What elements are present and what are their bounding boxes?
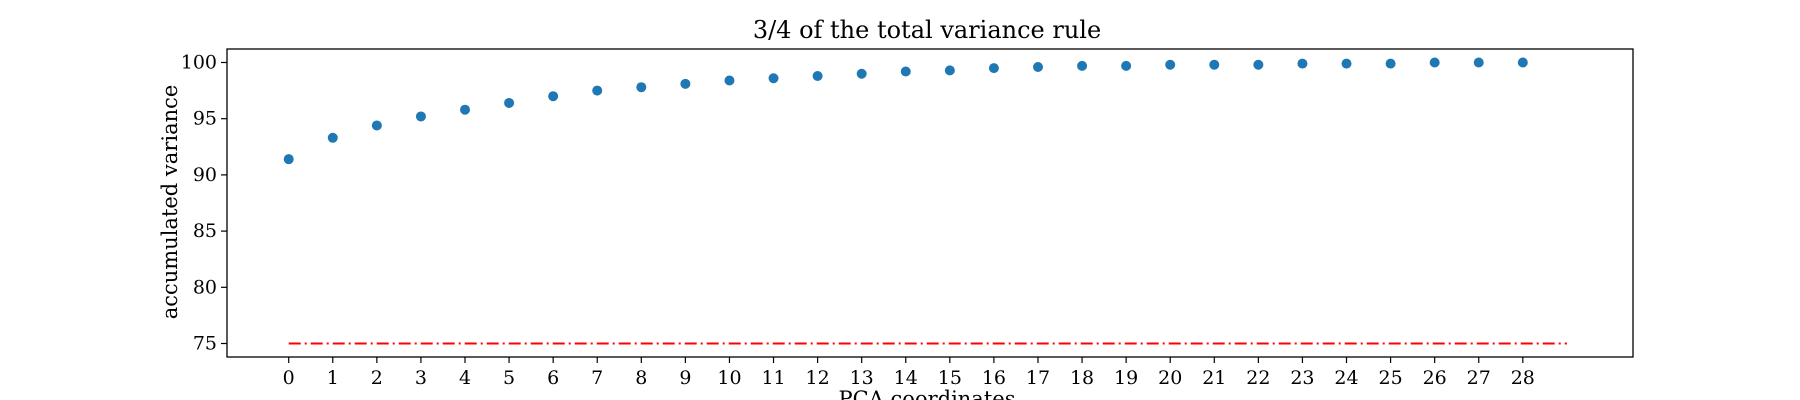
y-tick-label: 80 [193,276,217,298]
data-point [1121,60,1132,71]
x-tick-label: 2 [371,367,383,389]
data-point [1209,59,1220,70]
x-tick-label: 27 [1467,367,1491,389]
y-tick-label: 90 [193,164,217,186]
x-tick-label: 14 [894,367,918,389]
data-point [415,111,426,122]
x-tick-label: 3 [415,367,427,389]
data-point [1473,57,1484,68]
y-tick-label: 100 [181,51,217,73]
x-tick-label: 9 [679,367,691,389]
data-point [680,78,691,89]
data-point [327,132,338,143]
data-point [1385,58,1396,69]
x-tick-label: 13 [850,367,874,389]
data-point [944,65,955,76]
x-axis-label: PCA coordinates [839,387,1016,400]
data-point [371,120,382,131]
data-point [724,75,735,86]
data-point [1341,58,1352,69]
x-tick-label: 22 [1246,367,1270,389]
data-point [1253,59,1264,70]
x-tick-label: 24 [1334,367,1358,389]
x-tick-label: 4 [459,367,471,389]
data-point [900,66,911,77]
data-point [856,68,867,79]
data-point [1032,61,1043,72]
data-point [636,82,647,93]
x-tick-label: 1 [327,367,339,389]
x-tick-label: 18 [1070,367,1094,389]
data-point [548,91,559,102]
data-point [283,154,294,165]
x-tick-label: 12 [806,367,830,389]
data-point [1077,60,1088,71]
x-tick-label: 6 [547,367,559,389]
y-tick-label: 85 [193,220,217,242]
x-tick-label: 17 [1026,367,1050,389]
x-tick-label: 11 [761,367,785,389]
data-point [988,63,999,74]
chart-title: 3/4 of the total variance rule [753,16,1101,44]
data-point [504,97,515,108]
x-tick-label: 0 [283,367,295,389]
x-tick-label: 10 [717,367,741,389]
x-tick-label: 5 [503,367,515,389]
data-point [768,73,779,84]
x-tick-label: 21 [1202,367,1226,389]
x-tick-label: 19 [1114,367,1138,389]
axes-frame [226,48,1634,358]
x-tick-label: 28 [1511,367,1535,389]
data-point [1517,57,1528,68]
x-tick-label: 25 [1378,367,1402,389]
y-axis-label: accumulated variance [158,85,182,320]
data-point [1297,58,1308,69]
x-tick-label: 15 [938,367,962,389]
x-tick-label: 8 [635,367,647,389]
x-tick-label: 7 [591,367,603,389]
x-tick-label: 23 [1290,367,1314,389]
y-tick-label: 75 [193,333,217,355]
x-tick-label: 20 [1158,367,1182,389]
data-point [1429,57,1440,68]
x-tick-label: 26 [1423,367,1447,389]
data-point [592,85,603,96]
data-point [812,70,823,81]
data-point [1165,59,1176,70]
data-point [460,104,471,115]
x-tick-label: 16 [982,367,1006,389]
y-tick-label: 95 [193,108,217,130]
